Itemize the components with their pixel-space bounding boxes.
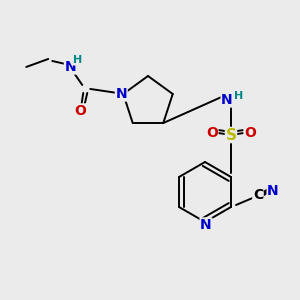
- Text: H: H: [234, 91, 244, 101]
- Text: O: O: [244, 126, 256, 140]
- Text: O: O: [206, 126, 218, 140]
- Text: C: C: [253, 188, 263, 202]
- Text: S: S: [226, 128, 236, 142]
- Text: N: N: [221, 93, 233, 107]
- Text: N: N: [200, 218, 212, 232]
- Text: H: H: [73, 55, 82, 65]
- Text: N: N: [116, 87, 127, 101]
- Text: O: O: [74, 104, 86, 118]
- Text: N: N: [64, 60, 76, 74]
- Text: N: N: [267, 184, 279, 198]
